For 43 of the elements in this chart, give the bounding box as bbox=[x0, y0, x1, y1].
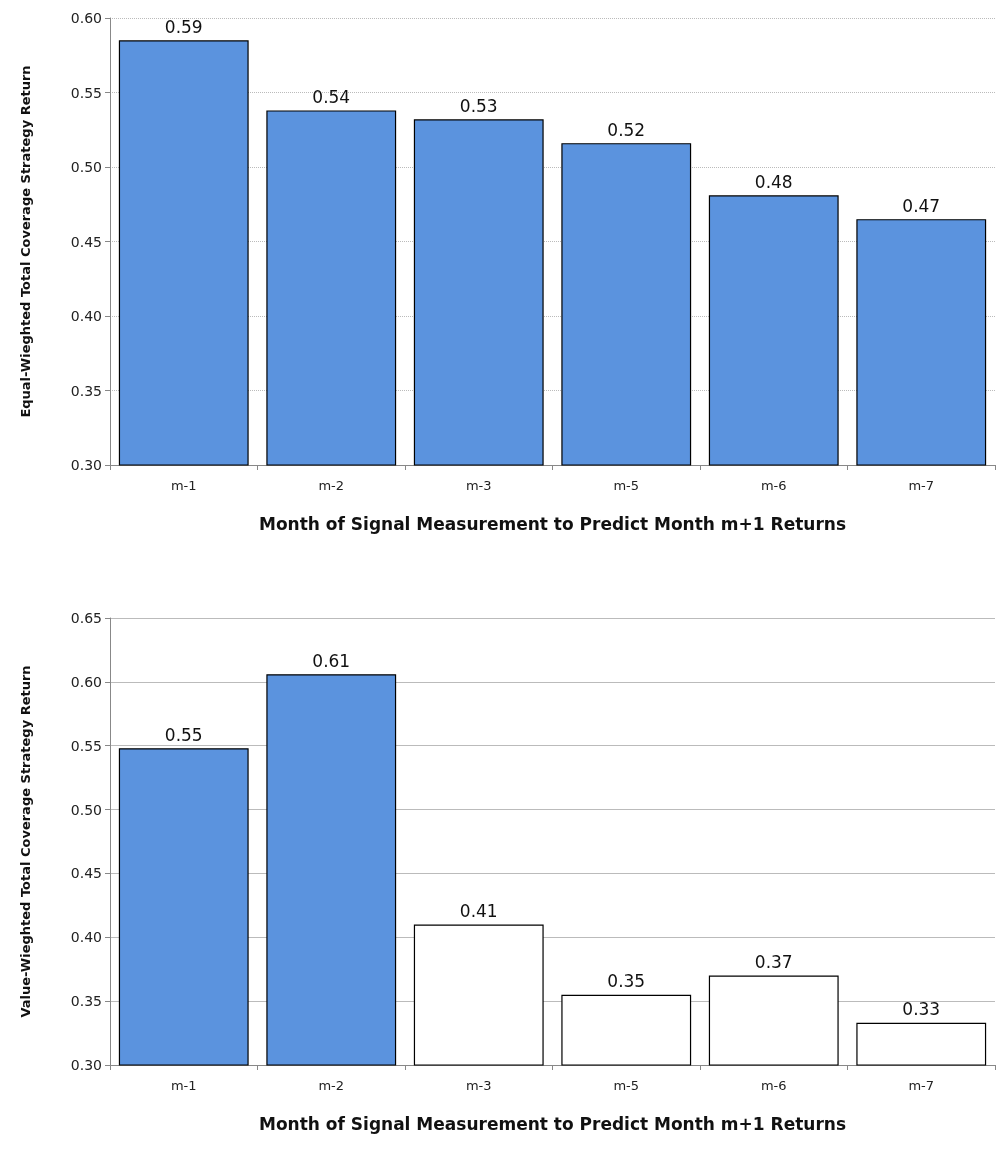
y-axis-title: Value-Wieghted Total Coverage Strategy Return bbox=[18, 665, 33, 1018]
y-tick-label: 0.35 bbox=[70, 993, 102, 1010]
x-tick-label: m-7 bbox=[908, 1078, 935, 1093]
data-label: 0.47 bbox=[902, 195, 941, 216]
x-tick-label: m-3 bbox=[465, 478, 492, 493]
data-label: 0.35 bbox=[607, 971, 646, 992]
x-tick-label: m-5 bbox=[613, 478, 640, 493]
y-tick-label: 0.65 bbox=[70, 610, 102, 626]
data-label: 0.53 bbox=[459, 95, 498, 116]
x-tick-label: m-6 bbox=[760, 478, 787, 493]
y-tick-label: 0.55 bbox=[70, 737, 102, 754]
data-label: 0.41 bbox=[459, 901, 498, 922]
x-tick-label: m-6 bbox=[760, 1078, 787, 1093]
y-tick-label: 0.30 bbox=[70, 457, 102, 473]
y-tick-label: 0.30 bbox=[70, 1057, 102, 1073]
data-label: 0.54 bbox=[312, 86, 351, 107]
y-tick-label: 0.40 bbox=[70, 929, 102, 946]
y-tick-label: 0.45 bbox=[70, 865, 102, 882]
data-label: 0.33 bbox=[902, 999, 941, 1020]
x-tick-label: m-7 bbox=[908, 478, 935, 493]
data-label: 0.37 bbox=[754, 952, 793, 973]
y-tick-label: 0.45 bbox=[70, 233, 102, 250]
x-tick-label: m-1 bbox=[170, 1078, 197, 1093]
x-tick-label: m-3 bbox=[465, 1078, 492, 1093]
x-tick-label: m-1 bbox=[170, 478, 197, 493]
y-tick-label: 0.50 bbox=[70, 801, 102, 818]
y-tick-label: 0.35 bbox=[70, 382, 102, 399]
y-tick-label: 0.60 bbox=[70, 673, 102, 690]
y-tick-label: 0.50 bbox=[70, 159, 102, 175]
y-tick-label: 0.40 bbox=[70, 308, 102, 324]
data-label: 0.61 bbox=[312, 650, 351, 671]
x-axis-title: Month of Signal Measurement to Predict Month m+1 Returns bbox=[258, 1113, 847, 1134]
x-tick-label: m-5 bbox=[613, 1078, 640, 1093]
y-axis-title: Equal-Wieghted Total Coverage Strategy Return bbox=[18, 65, 33, 418]
x-axis-title: Month of Signal Measurement to Predict Month m+1 Returns bbox=[258, 513, 847, 534]
data-label: 0.48 bbox=[754, 171, 793, 192]
x-tick-label: m-2 bbox=[318, 1078, 345, 1093]
x-tick-label: m-2 bbox=[318, 478, 345, 493]
y-tick-label: 0.60 bbox=[70, 10, 102, 26]
y-tick-label: 0.55 bbox=[70, 84, 102, 101]
data-label: 0.52 bbox=[607, 119, 646, 140]
data-label: 0.55 bbox=[164, 724, 203, 745]
data-label: 0.59 bbox=[164, 16, 203, 37]
